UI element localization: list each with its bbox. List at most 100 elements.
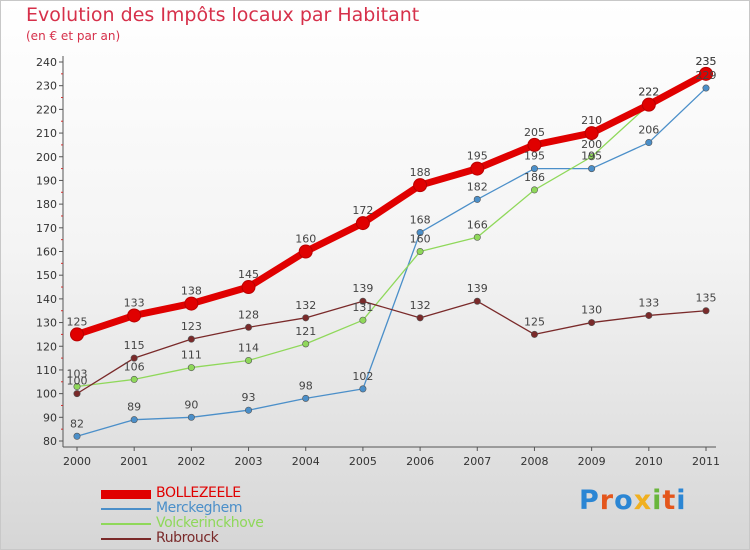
legend-swatch bbox=[101, 489, 151, 499]
legend-swatch bbox=[101, 508, 151, 510]
data-label: 128 bbox=[238, 308, 259, 321]
data-label: 172 bbox=[352, 204, 373, 217]
y-tick-label: 150 bbox=[36, 269, 57, 282]
data-point-volckerinckhove bbox=[130, 375, 138, 383]
x-tick-label: 2003 bbox=[235, 455, 263, 468]
data-label: 131 bbox=[352, 301, 373, 314]
x-tick-label: 2005 bbox=[349, 455, 377, 468]
data-label: 89 bbox=[127, 401, 141, 414]
x-tick-label: 2004 bbox=[292, 455, 320, 468]
data-label: 235 bbox=[696, 55, 717, 68]
x-tick-label: 2006 bbox=[406, 455, 434, 468]
data-point-volckerinckhove bbox=[473, 233, 481, 241]
data-label: 182 bbox=[467, 180, 488, 193]
data-point-rubrouck bbox=[473, 297, 481, 305]
y-tick-label: 140 bbox=[36, 293, 57, 306]
data-point-rubrouck bbox=[702, 307, 710, 315]
data-point-rubrouck bbox=[416, 314, 424, 322]
legend-label: BOLLEZEELE bbox=[156, 485, 241, 501]
logo-letter: x bbox=[633, 485, 653, 516]
data-point-bollezeele bbox=[127, 308, 142, 323]
data-point-merckeghem bbox=[130, 416, 138, 424]
data-label: 139 bbox=[352, 282, 373, 295]
data-label: 135 bbox=[696, 292, 717, 305]
data-label: 98 bbox=[299, 379, 313, 392]
data-label: 114 bbox=[238, 341, 259, 354]
data-point-rubrouck bbox=[645, 311, 653, 319]
data-label: 188 bbox=[410, 166, 431, 179]
data-label: 125 bbox=[67, 315, 88, 328]
data-label: 130 bbox=[581, 304, 602, 317]
y-tick-label: 170 bbox=[36, 222, 57, 235]
data-label: 235 bbox=[696, 55, 717, 68]
series-line-volckerinckhove bbox=[76, 73, 707, 388]
data-label: 90 bbox=[184, 398, 198, 411]
data-label: 222 bbox=[638, 86, 659, 99]
data-point-rubrouck bbox=[302, 314, 310, 322]
data-point-merckeghem bbox=[530, 165, 538, 173]
data-point-rubrouck bbox=[359, 297, 367, 305]
data-label: 82 bbox=[70, 417, 84, 430]
data-point-bollezeele bbox=[355, 216, 370, 231]
data-point-rubrouck bbox=[73, 390, 81, 398]
data-label: 186 bbox=[524, 171, 545, 184]
data-point-merckeghem bbox=[588, 165, 596, 173]
data-point-merckeghem bbox=[645, 139, 653, 147]
data-point-bollezeele bbox=[641, 97, 656, 112]
data-label: 123 bbox=[181, 320, 202, 333]
y-tick-label: 80 bbox=[43, 435, 57, 448]
data-label: 229 bbox=[696, 69, 717, 82]
data-label: 206 bbox=[638, 124, 659, 137]
logo-letter: o bbox=[614, 485, 634, 516]
data-point-volckerinckhove bbox=[530, 186, 538, 194]
y-tick-label: 200 bbox=[36, 151, 57, 164]
data-point-bollezeele bbox=[70, 327, 84, 342]
data-label: 160 bbox=[295, 233, 316, 246]
chart-subtitle: (en € et par an) bbox=[26, 29, 121, 43]
data-label: 205 bbox=[524, 126, 545, 139]
x-tick-label: 2001 bbox=[120, 455, 148, 468]
data-point-bollezeele bbox=[184, 296, 199, 311]
data-point-volckerinckhove bbox=[302, 340, 310, 348]
data-label: 200 bbox=[581, 138, 602, 151]
x-tick-label: 2002 bbox=[177, 455, 205, 468]
x-tick-label: 2011 bbox=[692, 455, 720, 468]
y-tick-label: 90 bbox=[43, 411, 57, 424]
proxiti-logo: Proxiti bbox=[579, 485, 687, 516]
data-label: 222 bbox=[638, 86, 659, 99]
data-point-bollezeele bbox=[584, 126, 599, 141]
logo-letter: P bbox=[579, 485, 600, 516]
data-point-volckerinckhove bbox=[588, 153, 596, 161]
data-point-rubrouck bbox=[187, 335, 195, 343]
data-label: 100 bbox=[67, 375, 88, 388]
data-label: 195 bbox=[581, 150, 602, 163]
data-point-bollezeele bbox=[413, 178, 428, 193]
data-point-bollezeele bbox=[470, 161, 485, 176]
data-label: 139 bbox=[467, 282, 488, 295]
data-label: 115 bbox=[124, 339, 145, 352]
data-point-volckerinckhove bbox=[245, 356, 253, 364]
data-point-rubrouck bbox=[588, 319, 596, 327]
x-tick-label: 2010 bbox=[635, 455, 663, 468]
series-line-bollezeele bbox=[75, 70, 708, 338]
data-point-rubrouck bbox=[130, 354, 138, 362]
y-tick-label: 120 bbox=[36, 340, 57, 353]
data-point-merckeghem bbox=[187, 413, 195, 421]
data-label: 93 bbox=[242, 391, 256, 404]
data-label: 160 bbox=[410, 233, 431, 246]
y-tick-label: 240 bbox=[36, 56, 57, 69]
legend-label: Volckerinckhove bbox=[156, 515, 264, 531]
data-point-volckerinckhove bbox=[416, 248, 424, 256]
data-point-bollezeele bbox=[298, 244, 313, 259]
data-label: 133 bbox=[638, 296, 659, 309]
data-label: 133 bbox=[124, 296, 145, 309]
y-tick-label: 210 bbox=[36, 127, 57, 140]
data-label: 111 bbox=[181, 349, 202, 362]
data-point-volckerinckhove bbox=[73, 383, 81, 391]
data-label: 166 bbox=[467, 218, 488, 231]
legend-label: Merckeghem bbox=[156, 500, 243, 516]
data-label: 168 bbox=[410, 214, 431, 227]
y-tick-label: 190 bbox=[36, 174, 57, 187]
data-label: 121 bbox=[295, 325, 316, 338]
